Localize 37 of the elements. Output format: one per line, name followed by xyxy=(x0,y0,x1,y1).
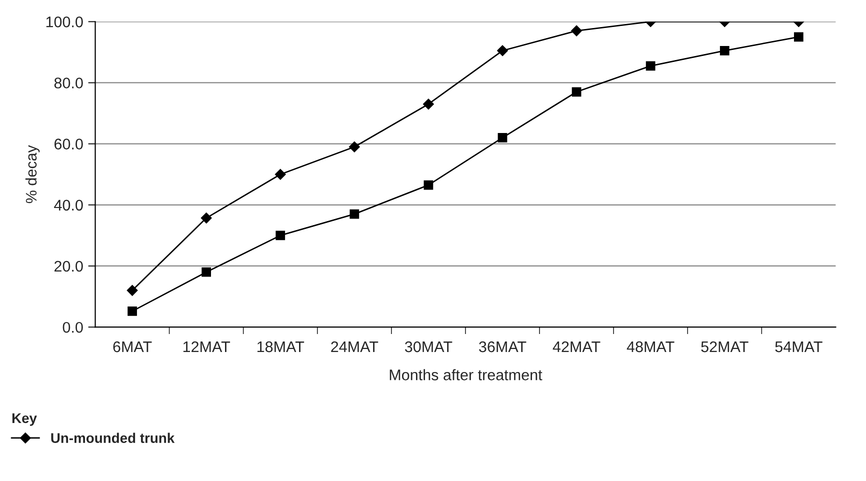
x-tick-label: 18MAT xyxy=(257,341,304,352)
point xyxy=(423,98,434,110)
point xyxy=(274,168,286,180)
y-tick-label: 40.0 xyxy=(54,200,83,211)
point xyxy=(128,306,137,316)
point xyxy=(497,45,508,56)
legend-title: Key xyxy=(12,413,37,426)
point xyxy=(646,61,656,71)
x-tick-label: 30MAT xyxy=(404,341,452,352)
y-tick-label: 20.0 xyxy=(54,260,83,272)
point xyxy=(794,32,804,42)
y-tick-label: 100.0 xyxy=(46,16,83,28)
point xyxy=(424,180,434,190)
x-tick-label: 12MAT xyxy=(183,341,230,352)
y-tick-label: 80.0 xyxy=(54,78,83,88)
point xyxy=(720,46,730,56)
x-tick-label: 54MAT xyxy=(775,342,822,352)
point xyxy=(348,141,360,152)
point xyxy=(350,209,360,219)
x-tick-label: 42MAT xyxy=(552,341,600,352)
x-tick-label: 48MAT xyxy=(626,341,674,352)
legend-label: Un-mounded trunk xyxy=(51,432,175,443)
point xyxy=(276,230,286,240)
x-axis-title: Months after treatment xyxy=(390,369,542,380)
y-axis-title: % decay xyxy=(25,145,40,204)
y-tick-label: 60.0 xyxy=(54,138,83,150)
x-tick-label: 36MAT xyxy=(479,341,526,352)
y-tick-label: 0.0 xyxy=(62,322,83,333)
point xyxy=(571,25,582,36)
point xyxy=(498,133,508,142)
x-tick-label: 52MAT xyxy=(701,341,748,352)
point xyxy=(126,284,138,296)
point xyxy=(200,212,212,224)
point xyxy=(572,87,582,97)
x-tick-label: 24MAT xyxy=(331,341,378,352)
x-tick-label: 6MAT xyxy=(113,341,152,352)
point xyxy=(202,267,212,277)
